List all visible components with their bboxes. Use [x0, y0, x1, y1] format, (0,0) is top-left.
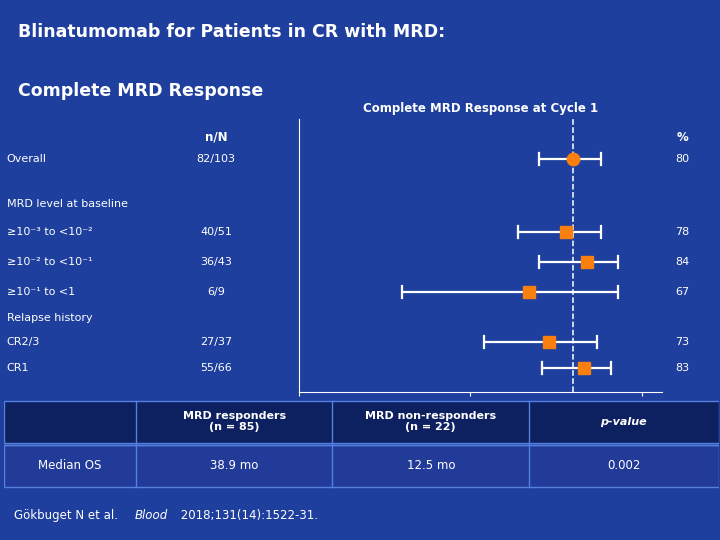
Text: 6/9: 6/9 [207, 287, 225, 297]
Bar [4, 444, 719, 487]
Text: 36/43: 36/43 [200, 257, 232, 267]
Text: Median OS: Median OS [38, 459, 102, 472]
Text: 83: 83 [675, 363, 690, 373]
Text: 67: 67 [675, 287, 690, 297]
Text: 27/37: 27/37 [200, 336, 233, 347]
Text: 82/103: 82/103 [197, 154, 235, 164]
Text: Complete MRD Response: Complete MRD Response [18, 82, 264, 100]
Text: ≥10⁻³ to <10⁻²: ≥10⁻³ to <10⁻² [6, 227, 92, 237]
Text: Gökbuget N et al.: Gökbuget N et al. [14, 509, 122, 522]
Text: 12.5 mo: 12.5 mo [407, 459, 455, 472]
Text: Overall: Overall [6, 154, 47, 164]
Text: Blood: Blood [135, 509, 168, 522]
Text: MRD non-responders
(n = 22): MRD non-responders (n = 22) [365, 411, 496, 433]
Text: n/N: n/N [204, 131, 228, 144]
Text: MRD responders
(n = 85): MRD responders (n = 85) [183, 411, 286, 433]
Text: MRD level at baseline: MRD level at baseline [6, 199, 127, 208]
Text: 80: 80 [675, 154, 690, 164]
Text: 40/51: 40/51 [200, 227, 232, 237]
Text: 55/66: 55/66 [200, 363, 232, 373]
Text: CR1: CR1 [6, 363, 29, 373]
Text: 2018;131(14):1522-31.: 2018;131(14):1522-31. [177, 509, 318, 522]
Bar [4, 401, 719, 443]
Text: 0.002: 0.002 [607, 459, 641, 472]
Text: 38.9 mo: 38.9 mo [210, 459, 258, 472]
X-axis label: Complete MRD response rate, (%): Complete MRD response rate, (%) [368, 418, 593, 431]
Title: Complete MRD Response at Cycle 1: Complete MRD Response at Cycle 1 [363, 102, 598, 115]
Text: CR2/3: CR2/3 [6, 336, 40, 347]
Text: 84: 84 [675, 257, 690, 267]
Text: Blinatumomab for Patients in CR with MRD:: Blinatumomab for Patients in CR with MRD… [18, 23, 445, 40]
Text: 73: 73 [675, 336, 690, 347]
Text: %: % [677, 131, 688, 144]
Text: ≥10⁻¹ to <1: ≥10⁻¹ to <1 [6, 287, 75, 297]
Text: ≥10⁻² to <10⁻¹: ≥10⁻² to <10⁻¹ [6, 257, 92, 267]
Text: p-value: p-value [600, 417, 647, 427]
Text: 78: 78 [675, 227, 690, 237]
Text: Relapse history: Relapse history [6, 313, 92, 323]
